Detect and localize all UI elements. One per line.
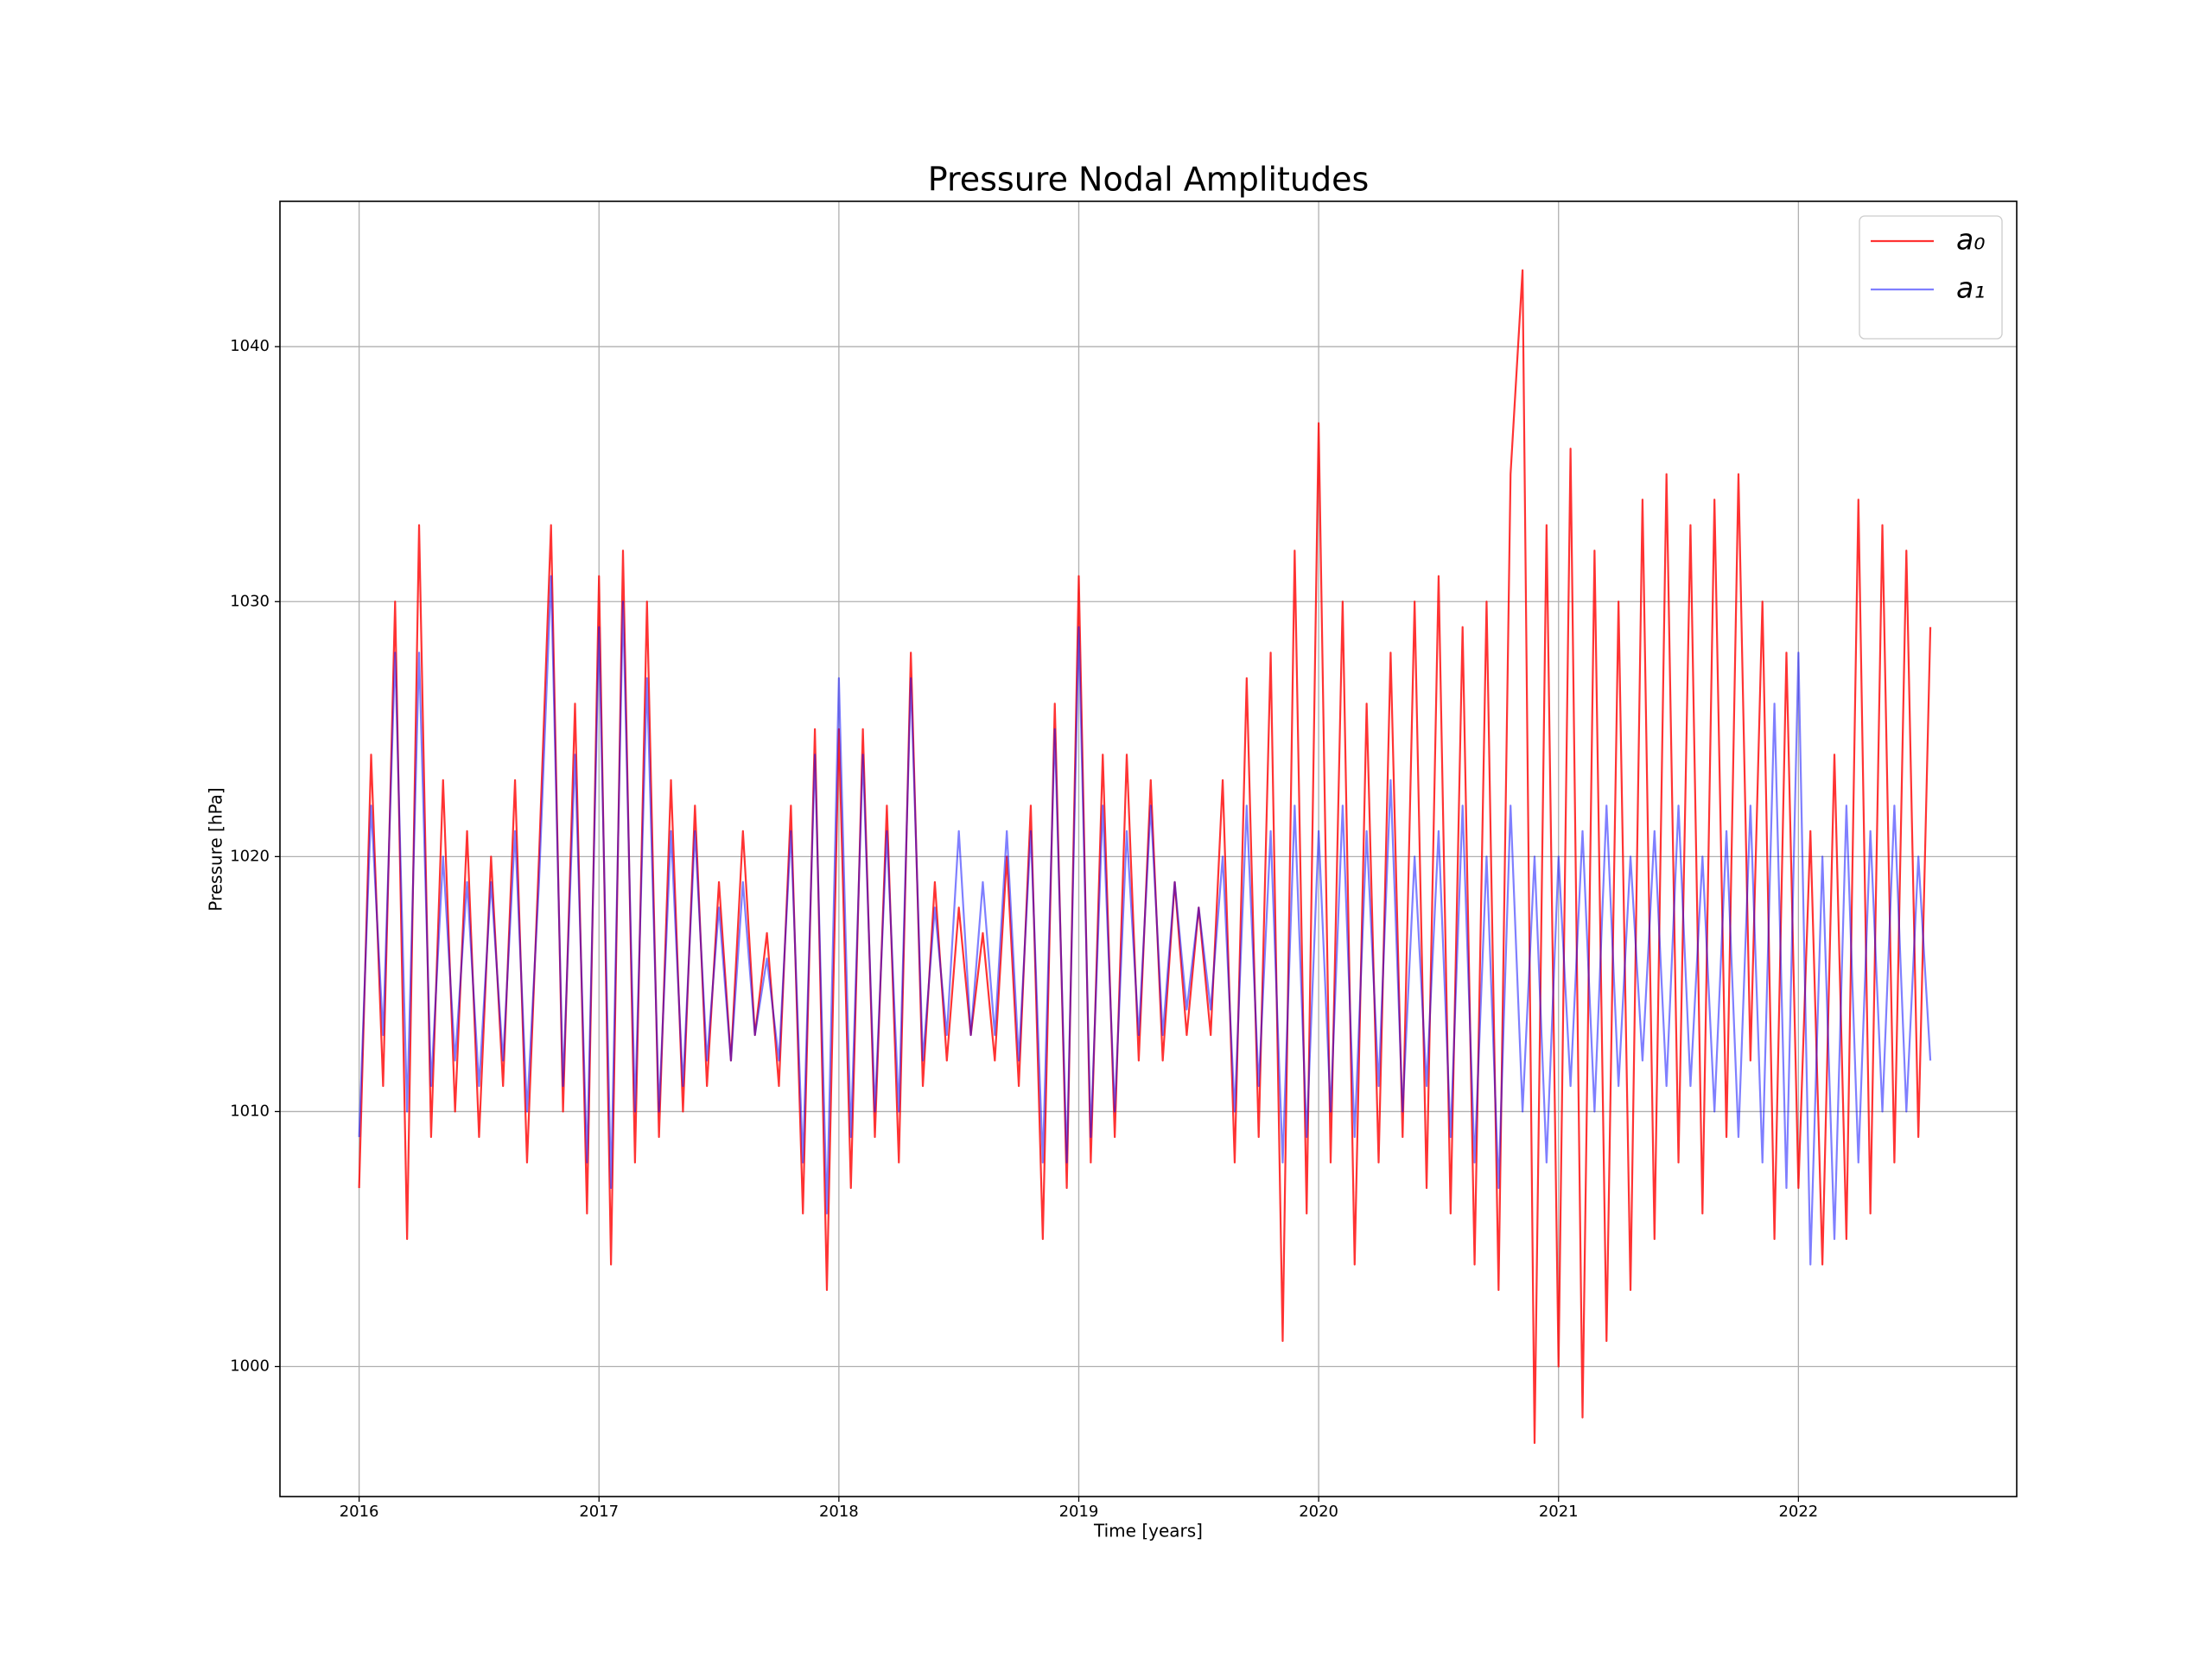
y-tick-label: 1030 xyxy=(230,592,270,610)
x-tick-label: 2022 xyxy=(1778,1503,1818,1521)
x-tick-label: 2016 xyxy=(340,1503,379,1521)
y-tick-label: 1040 xyxy=(230,337,270,355)
legend-label: a₀ xyxy=(1956,223,1985,257)
x-axis-label: Time [years] xyxy=(1093,1521,1203,1541)
x-tick-label: 2021 xyxy=(1539,1503,1579,1521)
chart-title: Pressure Nodal Amplitudes xyxy=(928,161,1370,199)
x-tick-label: 2019 xyxy=(1059,1503,1099,1521)
x-tick-label: 2017 xyxy=(579,1503,619,1521)
y-axis-label: Pressure [hPa] xyxy=(206,787,226,911)
x-tick-label: 2018 xyxy=(819,1503,859,1521)
line-series xyxy=(358,575,1932,1266)
y-tick-label: 1000 xyxy=(230,1357,270,1376)
y-tick-label: 1010 xyxy=(230,1102,270,1120)
plot-frame xyxy=(279,200,2018,1497)
legend-box xyxy=(1859,215,2003,340)
y-tick-label: 1020 xyxy=(230,847,270,865)
legend-label: a₁ xyxy=(1956,271,1985,305)
x-tick-label: 2020 xyxy=(1299,1503,1338,1521)
